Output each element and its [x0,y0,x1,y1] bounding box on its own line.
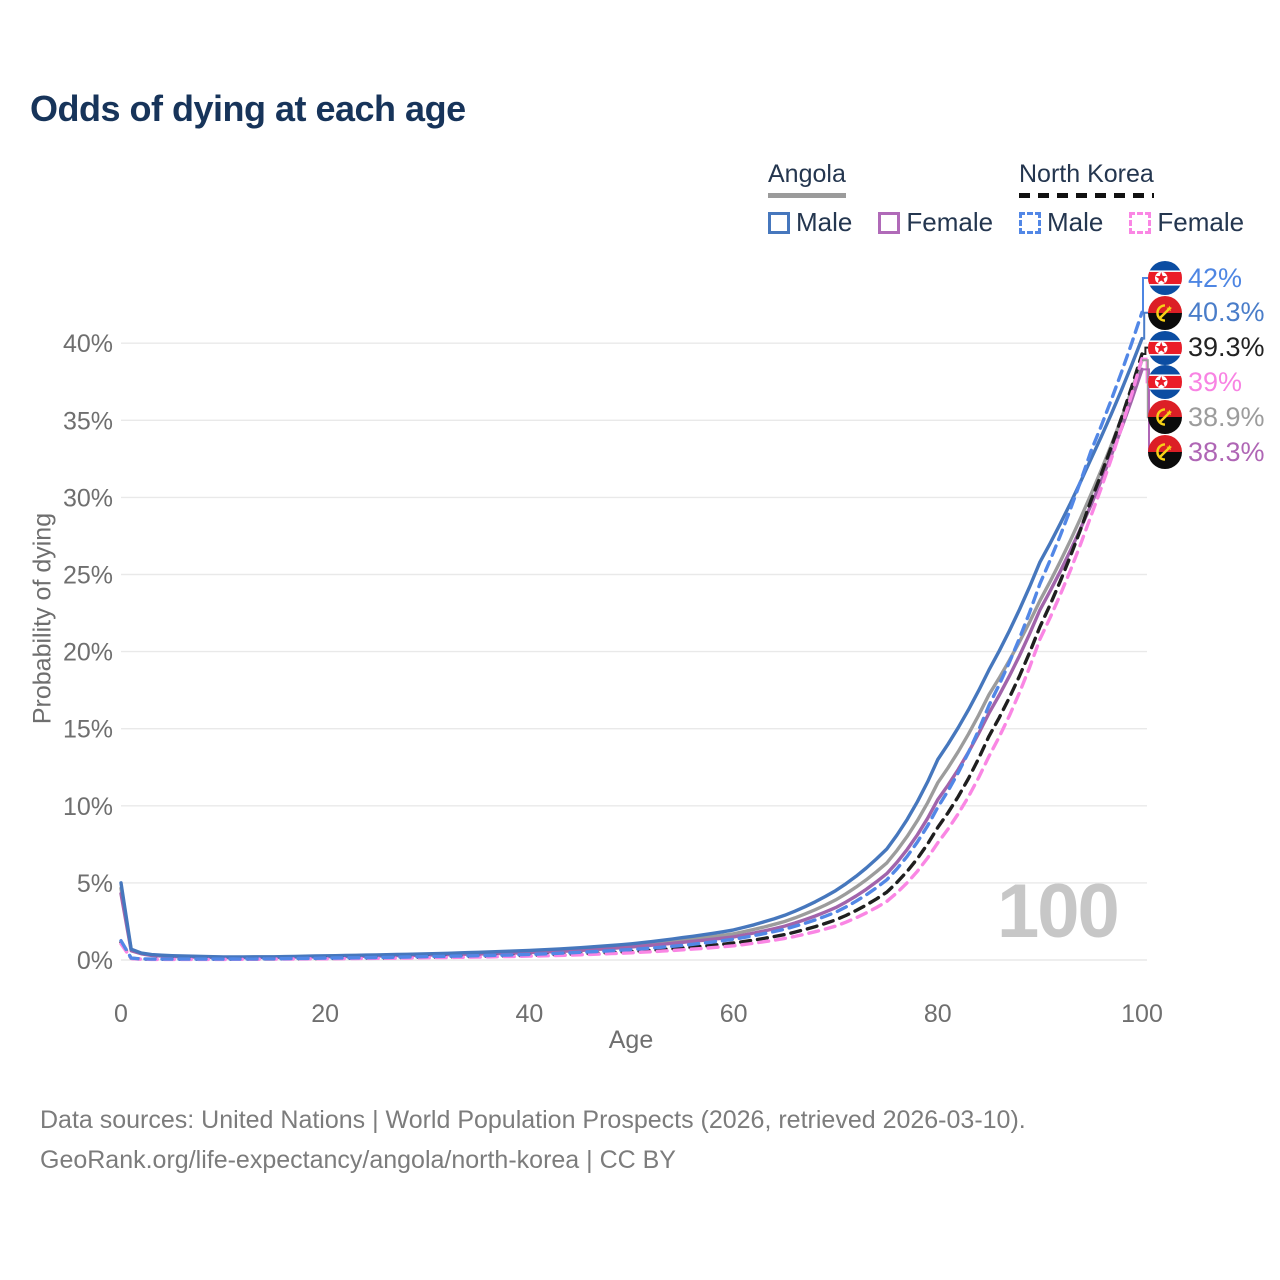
x-tick-label: 60 [720,1000,748,1028]
series-line-angola_male [119,336,1144,959]
series-line-nk_female [119,356,1144,962]
end-label-value: 38.9% [1188,401,1265,432]
legend-group-north-korea: North Korea Male Female [1019,160,1244,238]
legend-underline-dashed [1019,193,1154,198]
end-label-value: 42% [1188,262,1243,293]
legend-item-label: Male [796,207,853,237]
series-line-angola_both [119,358,1144,959]
angola-flag-icon [1148,435,1182,469]
x-tick-label: 40 [515,1000,543,1028]
end-label-connector [1142,311,1150,340]
legend-group-label: Angola [768,160,846,188]
y-tick-label: 0% [77,947,113,975]
end-label-row: 39% [1148,365,1242,399]
x-tick-label: 20 [311,1000,339,1028]
end-label-connector [1142,346,1150,355]
north-korea-flag-icon [1148,365,1182,399]
legend-swatch-icon [878,211,901,234]
legend-swatch-icon [1129,211,1152,234]
angola-flag-icon [1148,400,1182,434]
y-axis-title: Probability of dying [28,512,57,725]
end-label-value: 39.3% [1188,332,1265,363]
legend-swatch-icon [768,211,790,234]
x-tick-label: 0 [114,1000,128,1028]
y-tick-label: 35% [63,407,113,435]
legend-underline-solid [768,193,846,198]
legend-group-angola: Angola Male Female [768,160,993,238]
series-line-angola_female [119,367,1144,960]
legend-swatch-icon [1019,211,1041,234]
y-tick-label: 5% [77,870,113,898]
end-label-connector [1142,277,1150,314]
end-label-row: 42% [1148,261,1242,295]
y-tick-label: 20% [63,639,113,667]
legend-group-label: North Korea [1019,160,1154,188]
series-line-nk_male [119,310,1144,961]
y-tick-label: 15% [63,716,113,744]
data-source-line: Data sources: United Nations | World Pop… [40,1106,1026,1134]
end-label-value: 39% [1188,366,1243,397]
end-label-row: 38.3% [1148,435,1265,469]
legend-item-north-korea-female[interactable]: Female [1129,207,1244,238]
end-label-value: 38.3% [1188,436,1265,467]
y-tick-label: 10% [63,793,113,821]
legend-item-label: Male [1047,207,1104,237]
x-axis-title: Age [608,1026,654,1054]
series-line-nk_both [119,352,1144,961]
legend-item-angola-female[interactable]: Female [878,207,993,238]
y-tick-label: 40% [63,330,113,358]
end-label-value: 40.3% [1188,297,1265,328]
legend-item-label: Female [1157,207,1245,237]
legend-item-north-korea-male[interactable]: Male [1019,207,1103,238]
north-korea-flag-icon [1148,331,1182,365]
north-korea-flag-icon [1148,261,1182,295]
y-tick-label: 30% [63,484,113,512]
y-tick-label: 25% [63,562,113,590]
end-label-row: 39.3% [1148,331,1265,365]
watermark-age-100: 100 [997,869,1120,954]
legend-item-angola-male[interactable]: Male [768,207,852,238]
end-label-row: 38.9% [1148,400,1265,434]
angola-flag-icon [1148,296,1182,330]
page-title: Odds of dying at each age [30,88,466,129]
legend-item-label: Female [906,207,994,237]
x-tick-label: 80 [924,1000,952,1028]
end-label-row: 40.3% [1148,296,1265,330]
x-tick-label: 100 [1121,1000,1163,1028]
attribution-line: GeoRank.org/life-expectancy/angola/north… [40,1146,676,1174]
